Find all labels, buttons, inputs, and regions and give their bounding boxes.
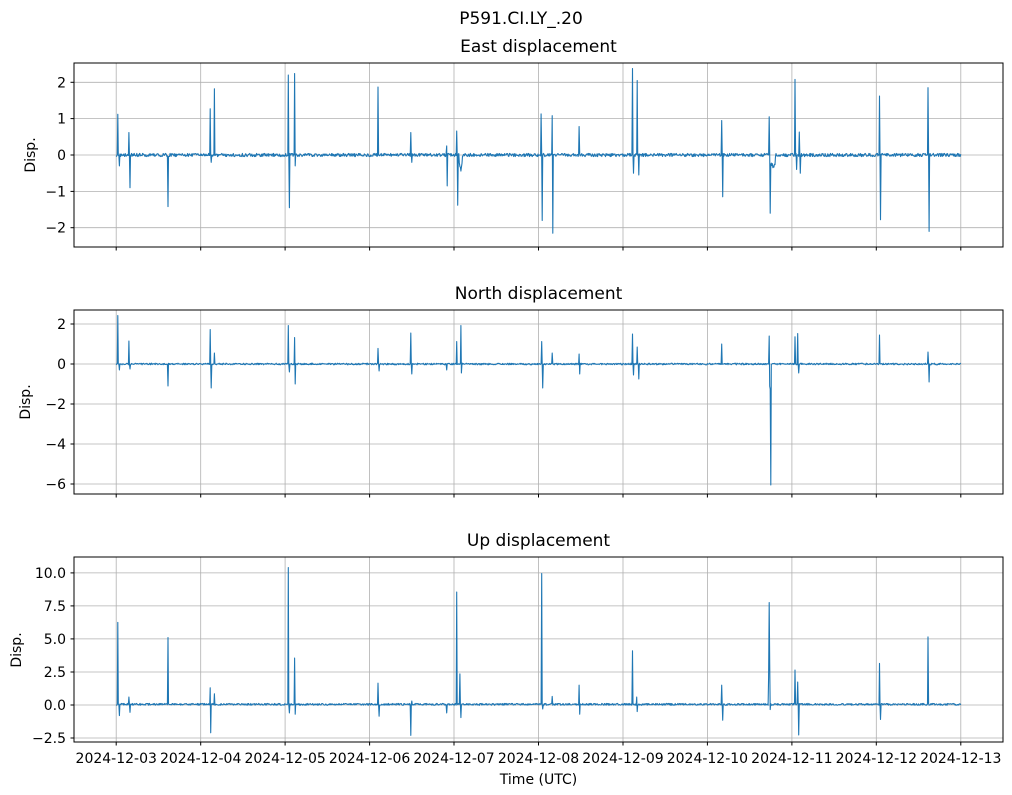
displacement-data-line [116, 567, 962, 736]
x-axis-label: Time (UTC) [499, 772, 578, 788]
east-displacement-plot: 2 1 0 −1 −2 [45, 62, 1004, 251]
displacement-data-line [115, 67, 962, 234]
y-tick-label: −2 [45, 397, 66, 413]
y-tick-label: −6 [45, 477, 66, 493]
x-tick-label: 2024-12-03 [75, 751, 157, 767]
subplot-title-north: North displacement [454, 284, 623, 304]
y-tick-label: −2.5 [32, 731, 66, 747]
x-tick-labels-row: 2024-12-03 2024-12-04 2024-12-05 2024-12-06… [0, 751, 1012, 768]
x-tick-label: 2024-12-09 [582, 751, 664, 767]
y-tick-label: 2.5 [44, 665, 66, 681]
x-tick-label: 2024-12-13 [920, 751, 1002, 767]
y-tick-label: 0 [57, 148, 66, 164]
y-tick-label: 10.0 [35, 566, 66, 582]
x-tick-label: 2024-12-12 [835, 751, 917, 767]
x-tick-label: 2024-12-05 [244, 751, 326, 767]
y-tick-label: 0.0 [44, 698, 66, 714]
up-displacement-plot: 10.0 7.5 5.0 2.5 0.0 −2.5 [32, 556, 1004, 747]
y-tick-label: 0 [57, 357, 66, 373]
y-tick-label: 5.0 [44, 632, 66, 648]
x-tick-label: 2024-12-04 [159, 751, 242, 767]
y-tick-label: −1 [45, 184, 66, 200]
x-tick-label: 2024-12-06 [328, 751, 411, 767]
north-displacement-plot: 2 0 −2 −4 −6 [45, 309, 1004, 498]
subplot-title-east: East displacement [460, 37, 617, 57]
y-tick-label: 1 [57, 112, 66, 128]
x-tick-label: 2024-12-11 [751, 751, 833, 767]
y-tick-label: −2 [45, 221, 66, 237]
y-tick-label: 2 [57, 317, 66, 333]
subplot-title-up: Up displacement [466, 531, 611, 551]
x-tick-label: 2024-12-08 [497, 751, 580, 767]
displacement-data-line [115, 315, 962, 486]
x-tick-label: 2024-12-07 [413, 751, 495, 767]
figure-title: P591.CI.LY_.20 [459, 9, 583, 29]
y-tick-label: −4 [45, 437, 66, 453]
x-tick-label: 2024-12-10 [666, 751, 749, 767]
y-tick-label: 7.5 [44, 599, 66, 615]
y-tick-label: 2 [57, 75, 66, 91]
